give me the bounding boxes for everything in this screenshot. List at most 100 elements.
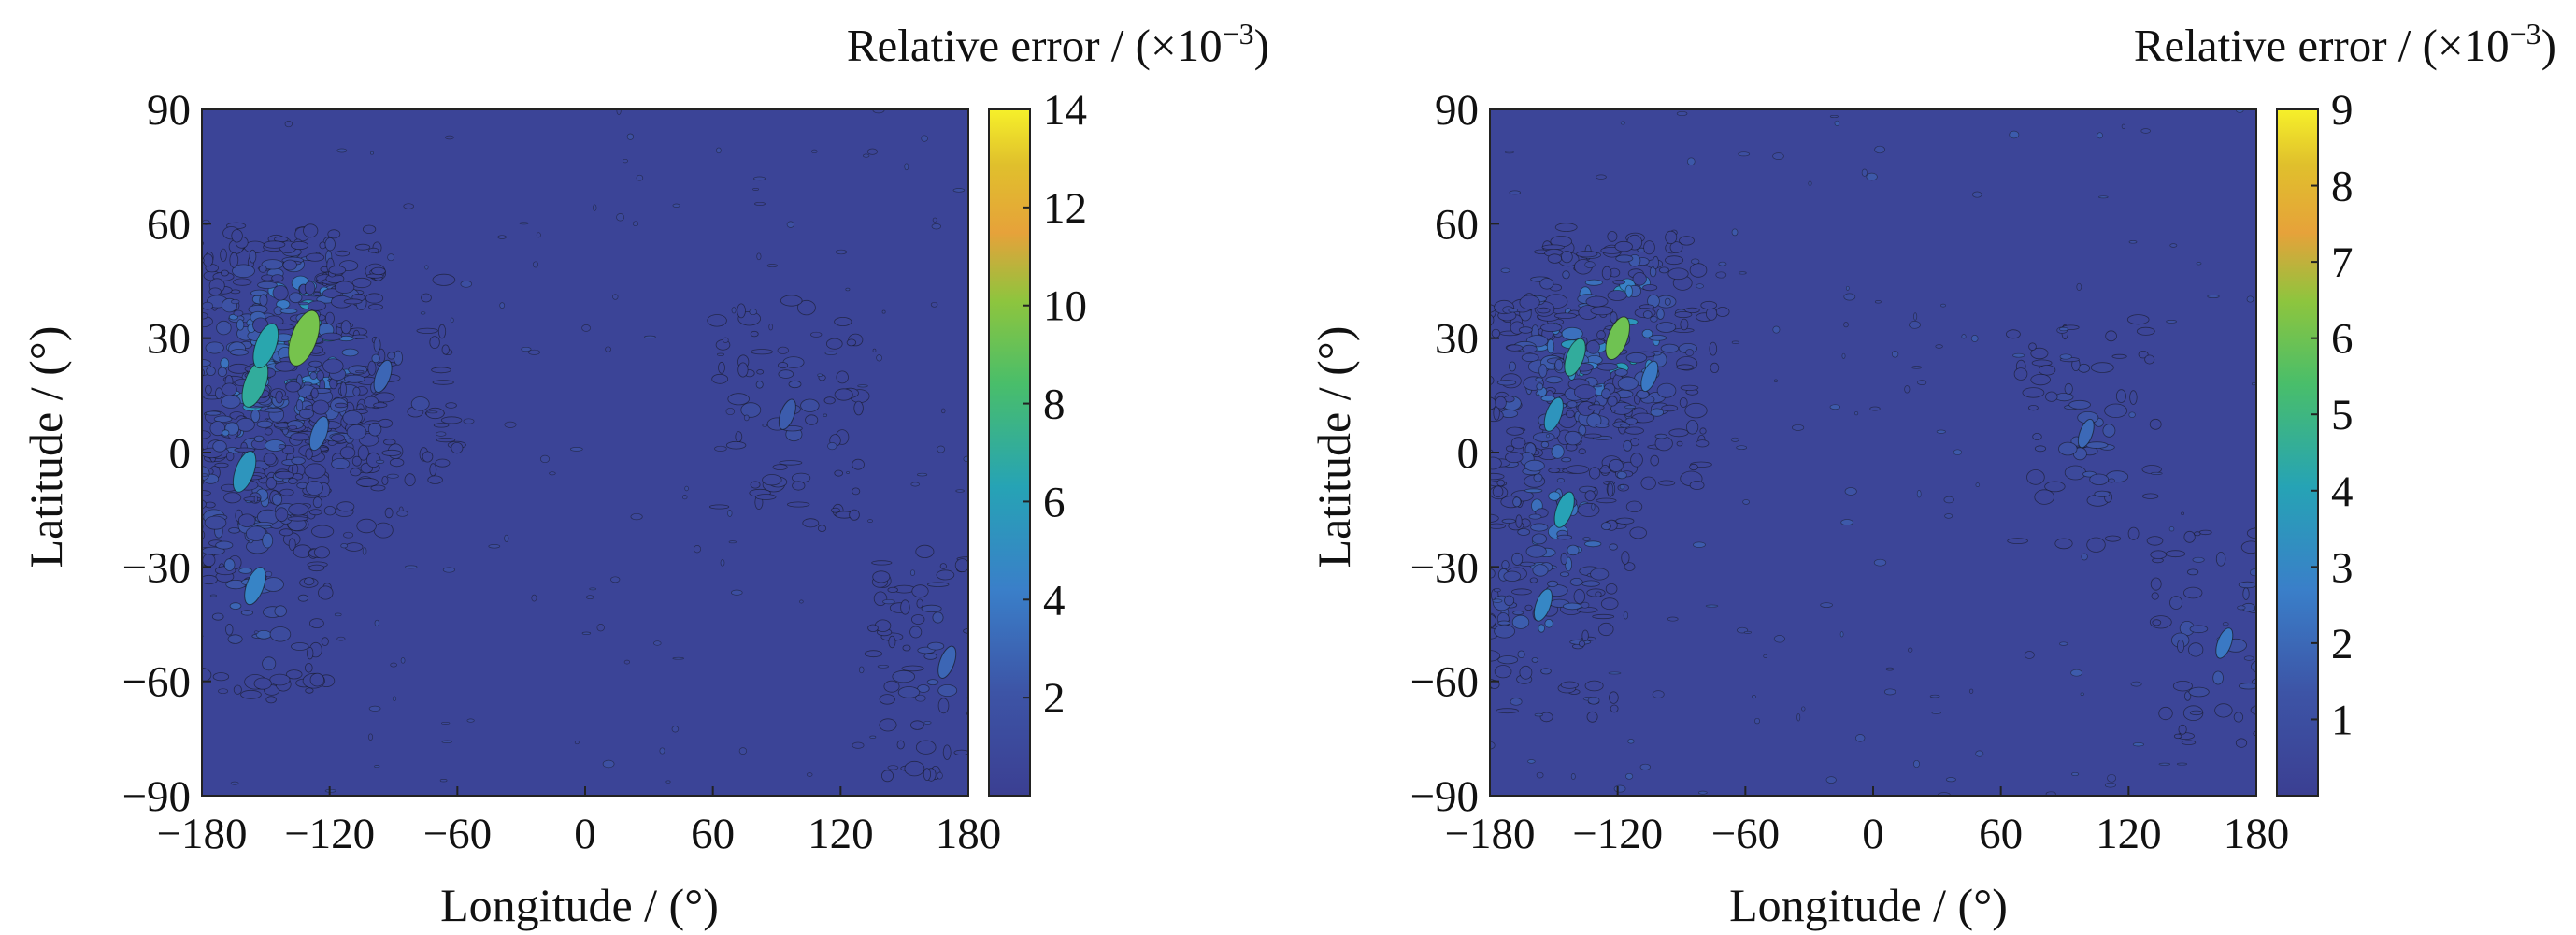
speckle <box>2242 587 2250 600</box>
speckle <box>1584 490 1596 502</box>
fleck <box>827 442 837 451</box>
speckle <box>926 679 939 685</box>
speckle <box>1668 428 1689 438</box>
speckle <box>1551 444 1565 459</box>
speckle <box>204 515 227 530</box>
speckle <box>1625 352 1648 364</box>
speckle <box>441 344 450 355</box>
speckle <box>1538 624 1545 633</box>
fleck <box>731 589 743 596</box>
speckle <box>236 319 245 331</box>
colorbar-title-right: Relative error / (×10−3) <box>2134 17 2556 71</box>
speckle <box>212 439 227 453</box>
fleck <box>716 147 722 154</box>
speckle <box>288 538 296 551</box>
fleck <box>392 696 397 701</box>
speckle <box>436 437 456 443</box>
fleck <box>602 759 615 769</box>
fleck <box>297 301 309 306</box>
speckle <box>171 387 190 391</box>
speckle <box>879 694 895 705</box>
fleck <box>2222 622 2229 626</box>
fleck <box>1843 293 1856 301</box>
speckle <box>1669 241 1683 253</box>
fleck <box>1855 734 1866 742</box>
speckle <box>1610 704 1619 713</box>
fleck <box>1825 776 1837 784</box>
fleck <box>1953 449 1962 455</box>
fleck <box>1731 340 1739 344</box>
speckle <box>370 484 386 492</box>
speckle <box>853 400 864 416</box>
speckle <box>257 280 278 289</box>
speckle <box>274 361 296 372</box>
speckle <box>432 380 454 385</box>
speckle <box>2269 584 2276 593</box>
speckle <box>339 381 347 397</box>
fleck <box>610 576 621 583</box>
fleck <box>1773 379 1778 383</box>
speckle <box>208 287 222 296</box>
speckle <box>727 393 750 406</box>
fleck <box>1509 190 1522 195</box>
speckle <box>2068 399 2091 410</box>
fleck <box>1904 385 1911 394</box>
speckle <box>2038 365 2056 376</box>
fleck <box>846 471 851 474</box>
fleck <box>1931 712 1941 714</box>
speckle <box>1560 552 1568 566</box>
fleck <box>2108 478 2115 483</box>
fleck <box>857 384 868 388</box>
speckle <box>327 229 341 239</box>
fleck <box>1841 352 1846 359</box>
fleck <box>2243 655 2254 661</box>
speckle <box>2183 530 2196 543</box>
speckle <box>330 434 345 442</box>
speckle <box>295 399 304 412</box>
speckle <box>1684 402 1708 419</box>
fleck <box>963 455 968 463</box>
speckle <box>279 488 294 496</box>
colorbar-gradient <box>988 108 1031 797</box>
fleck <box>952 188 966 193</box>
fleck <box>1696 283 1704 289</box>
fleck <box>923 720 932 725</box>
speckle <box>202 667 212 683</box>
speckle <box>384 507 394 519</box>
speckle <box>872 570 891 583</box>
speckle <box>1581 629 1589 642</box>
speckle <box>1654 433 1667 439</box>
hotspot <box>288 309 321 367</box>
speckle <box>274 470 294 480</box>
speckle <box>1661 404 1679 412</box>
speckle <box>897 686 921 698</box>
fleck <box>499 302 506 309</box>
fleck <box>1613 784 1626 793</box>
speckle <box>1511 552 1524 566</box>
speckle <box>344 542 364 552</box>
speckle <box>1612 279 1625 285</box>
fleck <box>1834 120 1840 126</box>
fleck <box>1751 695 1756 699</box>
speckle <box>1658 266 1669 274</box>
speckle <box>334 280 355 294</box>
speckle <box>2269 533 2276 546</box>
speckle <box>274 605 287 617</box>
speckle <box>378 418 394 428</box>
fleck <box>1528 513 1542 520</box>
speckle <box>240 610 253 616</box>
y-tick-label: 30 <box>147 315 191 364</box>
fleck <box>436 431 447 437</box>
speckle <box>298 408 314 419</box>
fleck <box>2128 411 2136 418</box>
speckle <box>883 680 900 693</box>
speckle <box>707 314 727 327</box>
speckle <box>177 529 188 536</box>
speckle <box>1562 270 1570 280</box>
speckle <box>966 694 968 702</box>
colorbar-tick-label: 8 <box>2331 163 2354 211</box>
panel-left: −180 −120 −60 0 60 120 180 90 60 30 0 −30 −60 −90 Lo… <box>20 17 1269 931</box>
speckle <box>440 416 463 424</box>
fleck <box>2059 353 2072 360</box>
speckle <box>2233 712 2244 723</box>
